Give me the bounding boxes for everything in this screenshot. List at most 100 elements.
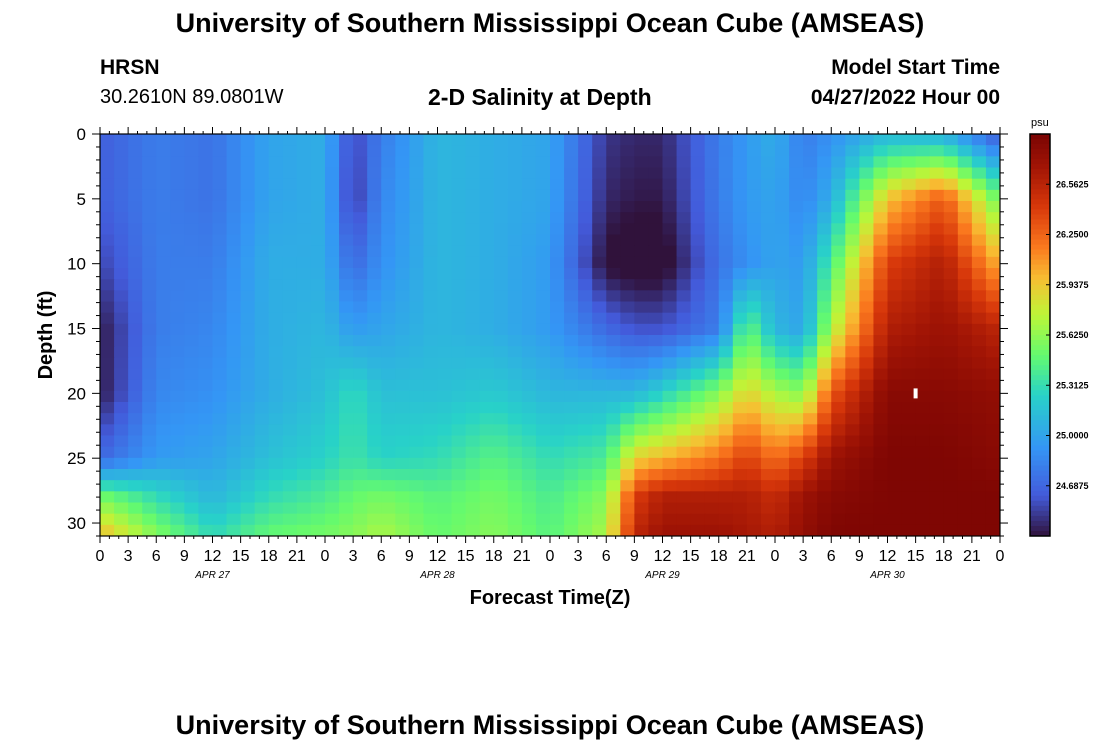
heatmap-cell — [943, 346, 959, 358]
heatmap-cell — [535, 268, 551, 280]
x-tick-label: 9 — [180, 548, 189, 565]
heatmap-cell — [676, 457, 692, 470]
heatmap-cell — [578, 469, 593, 481]
heatmap-cell — [971, 189, 987, 202]
heatmap-cell — [704, 469, 720, 481]
heatmap-cell — [170, 480, 185, 492]
heatmap-cell — [915, 413, 931, 425]
heatmap-cell — [873, 178, 889, 191]
heatmap-cell — [493, 435, 509, 448]
heatmap-cell — [592, 357, 607, 370]
heatmap-cell — [957, 424, 973, 437]
heatmap-cell — [971, 502, 987, 515]
heatmap-cell — [957, 178, 973, 191]
heatmap-cell — [929, 524, 945, 536]
heatmap-cell — [690, 189, 706, 202]
heatmap-cell — [156, 379, 171, 392]
heatmap-cell — [479, 502, 495, 515]
heatmap-cell — [957, 502, 973, 515]
heatmap-cell — [395, 480, 410, 492]
heatmap-cell — [606, 134, 621, 146]
heatmap-cell — [929, 178, 945, 191]
heatmap-cell — [184, 323, 200, 336]
heatmap-cell — [550, 134, 565, 146]
heatmap-cell — [803, 223, 818, 236]
heatmap-cell — [296, 178, 312, 191]
heatmap-cell — [971, 201, 987, 213]
heatmap-cell — [564, 402, 579, 414]
heatmap-cell — [873, 357, 889, 370]
heatmap-cell — [634, 435, 650, 448]
heatmap-cell — [901, 134, 917, 146]
heatmap-cell — [310, 491, 326, 504]
heatmap-cell — [296, 413, 312, 425]
heatmap-cell — [325, 335, 340, 347]
heatmap-cell — [325, 346, 340, 358]
heatmap-cell — [409, 156, 425, 169]
heatmap-cell — [732, 379, 748, 392]
heatmap-cell — [901, 312, 917, 325]
heatmap-cell — [887, 223, 903, 236]
heatmap-cell — [339, 245, 354, 258]
heatmap-cell — [226, 502, 242, 515]
heatmap-cell — [493, 245, 509, 258]
heatmap-cell — [915, 223, 931, 236]
heatmap-cell — [128, 335, 143, 347]
heatmap-cell — [578, 357, 593, 370]
heatmap-cell — [381, 189, 396, 202]
heatmap-cell — [915, 457, 931, 470]
heatmap-cell — [479, 469, 495, 481]
heatmap-cell — [775, 480, 790, 492]
heatmap-cell — [985, 346, 1000, 358]
heatmap-cell — [212, 368, 228, 381]
heatmap-cell — [690, 357, 706, 370]
heatmap-cell — [367, 424, 382, 437]
heatmap-cell — [114, 469, 129, 481]
heatmap-cell — [423, 457, 439, 470]
heatmap-cell — [479, 379, 495, 392]
heatmap-cell — [648, 502, 664, 515]
heatmap-cell — [676, 524, 692, 536]
heatmap-cell — [985, 524, 1000, 536]
heatmap-cell — [817, 268, 832, 280]
heatmap-cell — [732, 524, 748, 536]
heatmap-cell — [648, 435, 664, 448]
heatmap-cell — [915, 390, 931, 403]
heatmap-cell — [775, 245, 790, 258]
heatmap-cell — [114, 312, 129, 325]
heatmap-cell — [746, 256, 762, 269]
heatmap-cell — [760, 346, 776, 358]
heatmap-cell — [578, 435, 593, 448]
heatmap-cell — [550, 156, 565, 169]
heatmap-cell — [170, 212, 185, 224]
heatmap-cell — [507, 346, 523, 358]
heatmap-cell — [521, 469, 537, 481]
heatmap-cell — [929, 256, 945, 269]
heatmap-cell — [831, 167, 846, 180]
heatmap-cell — [367, 156, 382, 169]
heatmap-cell — [142, 268, 157, 280]
heatmap-cell — [578, 290, 593, 303]
heatmap-cell — [296, 346, 312, 358]
heatmap-cell — [268, 413, 284, 425]
heatmap-cell — [578, 212, 593, 224]
colorbar-swatch — [1030, 465, 1050, 472]
heatmap-cell — [985, 413, 1000, 425]
x-tick-label: 6 — [827, 548, 836, 565]
heatmap-cell — [775, 256, 790, 269]
heatmap-cell — [887, 480, 903, 492]
heatmap-cell — [465, 346, 481, 358]
heatmap-cell — [170, 346, 185, 358]
heatmap-cell — [817, 480, 832, 492]
heatmap-cell — [451, 279, 467, 291]
heatmap-cell — [859, 256, 875, 269]
heatmap-cell — [662, 212, 678, 224]
heatmap-cell — [676, 301, 692, 314]
heatmap-cell — [254, 290, 270, 303]
heatmap-cell — [240, 402, 256, 414]
heatmap-cell — [535, 201, 551, 213]
heatmap-cell — [985, 256, 1000, 269]
heatmap-cell — [564, 502, 579, 515]
colorbar-swatch — [1030, 500, 1050, 507]
heatmap-cell — [859, 145, 875, 157]
